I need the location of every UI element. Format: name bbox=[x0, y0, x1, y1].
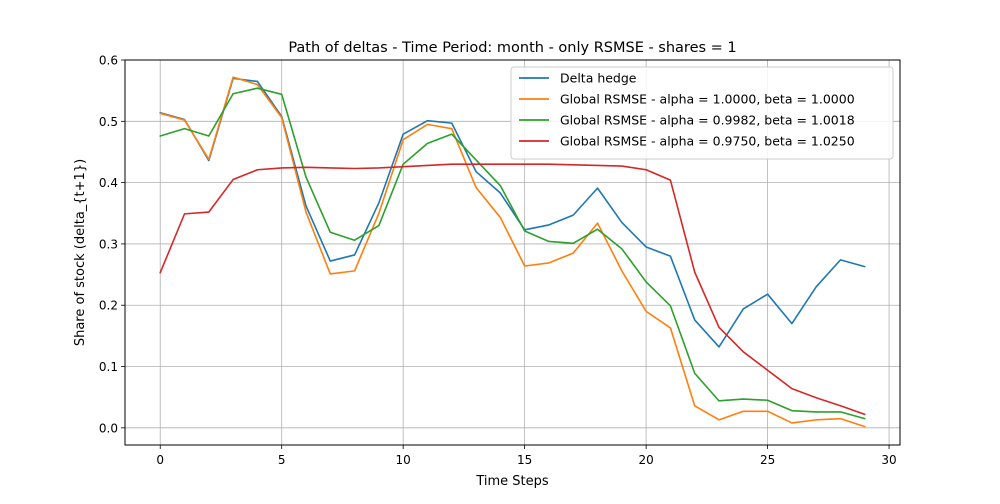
x-tick-label: 25 bbox=[760, 453, 775, 467]
x-tick-label: 20 bbox=[638, 453, 653, 467]
legend-label-4: Global RSMSE - alpha = 0.9750, beta = 1.… bbox=[560, 134, 855, 149]
y-tick-label: 0.0 bbox=[99, 421, 118, 435]
legend-label-3: Global RSMSE - alpha = 0.9982, beta = 1.… bbox=[560, 113, 855, 128]
x-tick-label: 10 bbox=[396, 453, 411, 467]
x-tick-label: 15 bbox=[517, 453, 532, 467]
chart-title: Path of deltas - Time Period: month - on… bbox=[288, 40, 736, 56]
y-tick-label: 0.4 bbox=[99, 176, 118, 190]
y-tick-label: 0.1 bbox=[99, 360, 118, 374]
y-axis-label: Share of stock (delta_{t+1}) bbox=[73, 159, 88, 346]
x-tick-label: 0 bbox=[156, 453, 164, 467]
series-line-3 bbox=[159, 87, 866, 420]
legend: Delta hedge Global RSMSE - alpha = 1.0000… bbox=[510, 66, 894, 160]
x-axis-label: Time Steps bbox=[475, 474, 549, 489]
legend-label-2: Global RSMSE - alpha = 1.0000, beta = 1.… bbox=[560, 92, 855, 107]
x-tick-label: 30 bbox=[881, 453, 896, 467]
y-tick-label: 0.6 bbox=[99, 54, 118, 68]
y-tick-label: 0.2 bbox=[99, 299, 118, 313]
series-lines bbox=[159, 76, 866, 428]
series-line-4 bbox=[159, 163, 866, 416]
y-tick-label: 0.3 bbox=[99, 237, 118, 251]
legend-label-1: Delta hedge bbox=[560, 71, 637, 86]
series-line-2 bbox=[159, 76, 866, 428]
legend-box bbox=[510, 66, 894, 160]
plot-frame bbox=[124, 59, 901, 446]
axis-ticks: 0 5 10 15 20 25 30 0.0 0.1 0.2 0.3 0.4 0.5 0.6 bbox=[99, 54, 897, 468]
series-line-1 bbox=[159, 77, 866, 348]
x-tick-label: 5 bbox=[278, 453, 286, 467]
y-tick-label: 0.5 bbox=[99, 115, 118, 129]
